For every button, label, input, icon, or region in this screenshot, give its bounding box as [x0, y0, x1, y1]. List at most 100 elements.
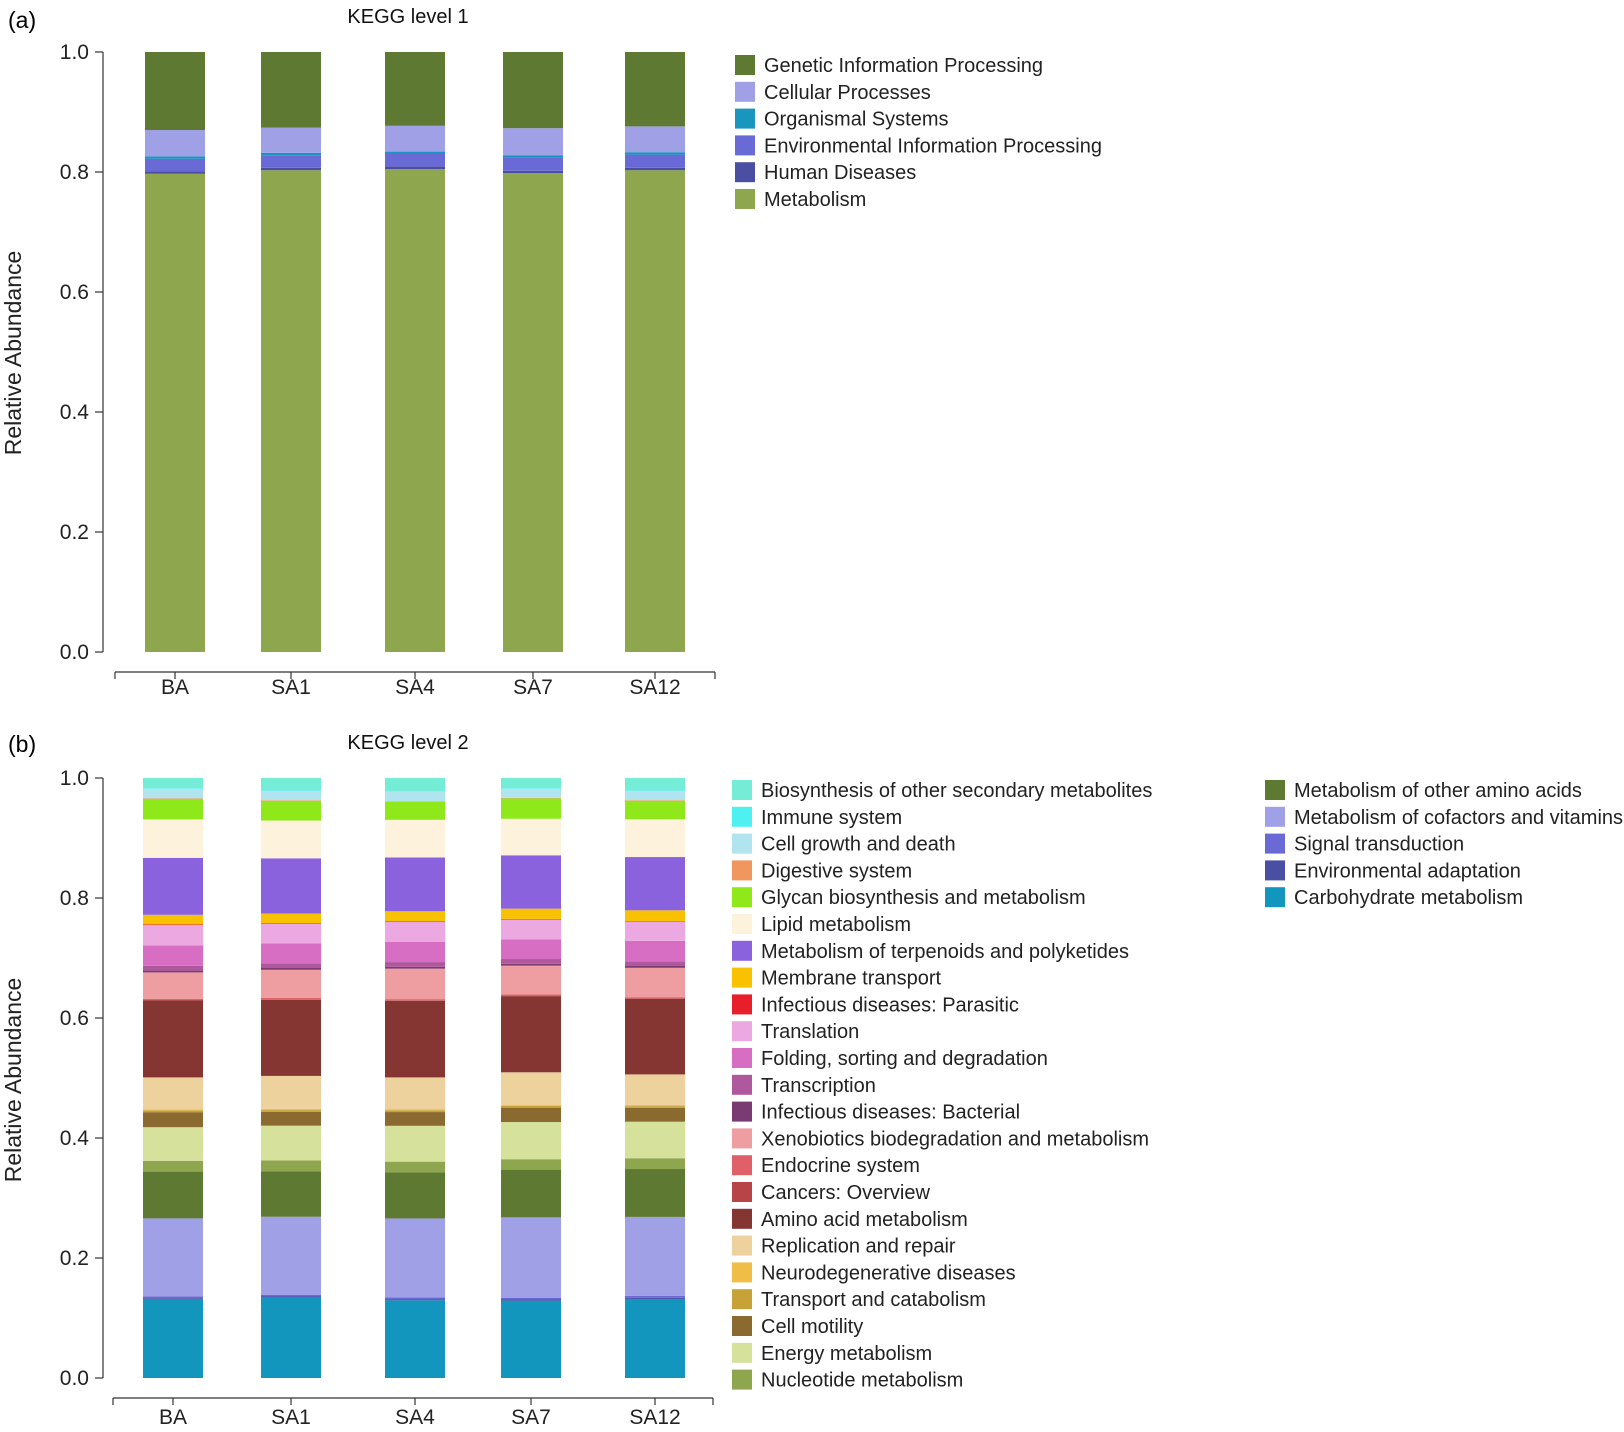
legend-swatch-folding-sorting-and-degradation: [732, 1048, 752, 1068]
legend-label-replication-and-repair: Replication and repair: [761, 1236, 956, 1258]
legend-label-translation: Translation: [761, 1021, 859, 1043]
bar-segment-sa1-cellular-processes: [261, 127, 321, 153]
legend-label-cellular-processes: Cellular Processes: [764, 82, 931, 104]
bar-segment-ba-carbohydrate-metabolism: [143, 1299, 203, 1378]
legend-label-environmental-adaptation: Environmental adaptation: [1294, 860, 1521, 882]
bar-segment-sa4-energy-metabolism: [385, 1125, 445, 1162]
legend-label-immune-system: Immune system: [761, 807, 902, 829]
legend-label-energy-metabolism: Energy metabolism: [761, 1343, 932, 1365]
legend-label-cell-motility: Cell motility: [761, 1316, 863, 1338]
legend-swatch-metabolism-of-other-amino-acids: [1265, 780, 1285, 800]
bar-segment-sa12-environmental-adaptation: [625, 1297, 685, 1299]
legend-swatch-transcription: [732, 1074, 752, 1095]
legend-swatch-metabolism-of-cofactors-and-vitamins: [1265, 806, 1285, 827]
bar-segment-ba-nucleotide-metabolism: [143, 1160, 203, 1172]
bar-segment-ba-replication-and-repair: [143, 1077, 203, 1110]
bar-segment-sa12-cell-growth-and-death: [625, 790, 685, 801]
bar-segment-sa7-carbohydrate-metabolism: [501, 1300, 561, 1378]
legend-label-metabolism-of-terpenoids-and-polyketides: Metabolism of terpenoids and polyketides: [761, 941, 1129, 963]
legend-swatch-immune-system: [732, 806, 752, 827]
legend-label-metabolism: Metabolism: [764, 189, 866, 211]
bar-segment-sa7-human-diseases: [503, 170, 563, 174]
legend-swatch-cellular-processes: [735, 81, 755, 102]
bar-segment-sa4-environmental-adaptation: [385, 1299, 445, 1301]
bar-segment-sa4-membrane-transport: [385, 911, 445, 922]
bar-segment-sa1-translation: [261, 923, 321, 944]
bar-segment-sa7-nucleotide-metabolism: [501, 1159, 561, 1171]
bar-segment-ba-xenobiotics-biodegradation-and-metabolism: [143, 972, 203, 999]
bar-segment-sa4-genetic-information-processing: [385, 52, 445, 126]
bar-segment-sa1-glycan-biosynthesis-and-metabolism: [261, 800, 321, 821]
bar-segment-ba-endocrine-system: [143, 998, 203, 1000]
bar-segment-sa12-transport-and-catabolism: [625, 1106, 685, 1108]
legend-swatch-digestive-system: [732, 860, 752, 881]
bar-segment-sa7-biosynthesis-of-other-secondary-metabolites: [501, 778, 561, 789]
bar-segment-sa7-amino-acid-metabolism: [501, 996, 561, 1073]
bar-segment-ba-metabolism-of-other-amino-acids: [143, 1171, 203, 1219]
legend-swatch-energy-metabolism: [732, 1342, 752, 1363]
bar-segment-ba-human-diseases: [145, 171, 205, 174]
legend-label-nucleotide-metabolism: Nucleotide metabolism: [761, 1370, 963, 1392]
y-tick-label: 0.2: [60, 1247, 89, 1270]
bar-segment-sa7-signal-transduction: [501, 1297, 561, 1300]
bar-segment-sa7-transcription: [501, 959, 561, 964]
bar-segment-ba-metabolism-of-cofactors-and-vitamins: [143, 1218, 203, 1297]
bar-segment-ba-amino-acid-metabolism: [143, 1000, 203, 1078]
legend-swatch-glycan-biosynthesis-and-metabolism: [732, 887, 752, 908]
bar-segment-sa1-xenobiotics-biodegradation-and-metabolism: [261, 969, 321, 998]
bar-segment-ba-glycan-biosynthesis-and-metabolism: [143, 799, 203, 820]
bar-segment-sa1-neurodegenerative-diseases: [261, 1108, 321, 1111]
bar-segment-sa4-cell-motility: [385, 1112, 445, 1126]
y-tick-label: 0.4: [60, 1127, 90, 1150]
bar-segment-sa1-immune-system: [261, 789, 321, 791]
bar-segment-sa4-human-diseases: [385, 166, 445, 169]
bar-segment-sa4-neurodegenerative-diseases: [385, 1109, 445, 1111]
bar-segment-ba-organismal-systems: [145, 156, 205, 159]
x-tick-label-sa7: SA7: [511, 1406, 551, 1429]
bar-segment-sa7-organismal-systems: [503, 155, 563, 158]
legend-label-environmental-information-processing: Environmental Information Processing: [764, 135, 1102, 157]
bar-segment-sa4-immune-system: [385, 791, 445, 792]
bar-segment-sa4-cellular-processes: [385, 125, 445, 152]
bar-segment-ba-folding-sorting-and-degradation: [143, 945, 203, 966]
chart-a-title: KEGG level 1: [347, 6, 468, 28]
bar-segment-sa1-infectious-diseases-parasitic: [261, 923, 321, 924]
legend-label-membrane-transport: Membrane transport: [761, 968, 942, 990]
legend-label-biosynthesis-of-other-secondary-metabolites: Biosynthesis of other secondary metaboli…: [761, 780, 1152, 802]
legend-label-glycan-biosynthesis-and-metabolism: Glycan biosynthesis and metabolism: [761, 887, 1086, 909]
legend-label-transport-and-catabolism: Transport and catabolism: [761, 1289, 986, 1311]
legend-label-xenobiotics-biodegradation-and-metabolism: Xenobiotics biodegradation and metabolis…: [761, 1128, 1149, 1150]
bar-segment-sa7-replication-and-repair: [501, 1072, 561, 1105]
legend-swatch-cell-growth-and-death: [732, 833, 752, 854]
bar-segment-sa12-metabolism-of-cofactors-and-vitamins: [625, 1216, 685, 1296]
legend-label-infectious-diseases-bacterial: Infectious diseases: Bacterial: [761, 1102, 1020, 1124]
legend-label-metabolism-of-cofactors-and-vitamins: Metabolism of cofactors and vitamins: [1294, 807, 1623, 829]
bar-segment-sa4-metabolism-of-terpenoids-and-polyketides: [385, 857, 445, 912]
bar-segment-sa4-folding-sorting-and-degradation: [385, 941, 445, 963]
bar-segment-sa12-biosynthesis-of-other-secondary-metabolites: [625, 778, 685, 790]
bar-segment-ba-energy-metabolism: [143, 1127, 203, 1161]
bar-segment-sa1-carbohydrate-metabolism: [261, 1297, 321, 1378]
bar-segment-ba-environmental-adaptation: [143, 1298, 203, 1300]
bar-segment-ba-transport-and-catabolism: [143, 1110, 203, 1113]
bar-segment-sa4-metabolism-of-cofactors-and-vitamins: [385, 1218, 445, 1298]
legend-label-neurodegenerative-diseases: Neurodegenerative diseases: [761, 1262, 1016, 1284]
legend-label-carbohydrate-metabolism: Carbohydrate metabolism: [1294, 887, 1523, 909]
y-tick-label: 1.0: [60, 41, 89, 64]
bar-segment-sa1-transcription: [261, 963, 321, 969]
x-tick-label-sa4: SA4: [395, 676, 435, 699]
bar-segment-sa12-amino-acid-metabolism: [625, 998, 685, 1075]
x-tick-label-sa1: SA1: [271, 1406, 311, 1429]
bar-segment-sa1-digestive-system: [261, 800, 321, 801]
x-tick-label-sa12: SA12: [629, 676, 680, 699]
bar-segment-ba-biosynthesis-of-other-secondary-metabolites: [143, 778, 203, 789]
bar-segment-sa4-glycan-biosynthesis-and-metabolism: [385, 801, 445, 820]
legend-swatch-infectious-diseases-bacterial: [732, 1101, 752, 1122]
legend-swatch-transport-and-catabolism: [732, 1289, 752, 1310]
chart-a-ylabel: Relative Abundance: [0, 251, 26, 456]
bar-segment-sa12-human-diseases: [625, 167, 685, 171]
bar-segment-sa12-metabolism-of-terpenoids-and-polyketides: [625, 857, 685, 911]
legend-swatch-genetic-information-processing: [735, 55, 755, 75]
bar-segment-sa12-glycan-biosynthesis-and-metabolism: [625, 800, 685, 820]
